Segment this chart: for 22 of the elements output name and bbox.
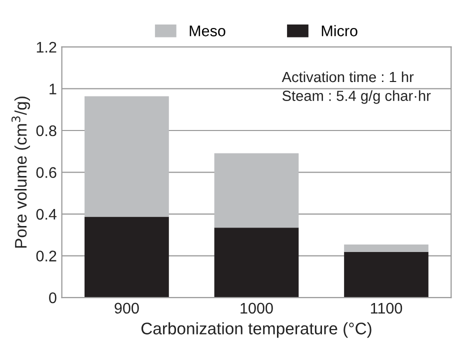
x-axis-title: Carbonization temperature (°C) [141, 322, 372, 338]
x-tick-label: 900 [114, 302, 139, 314]
annotation: Activation time : 1 hr [282, 71, 414, 82]
bar [344, 244, 428, 252]
legend-label: Micro [322, 25, 358, 36]
bar [84, 216, 169, 298]
y-tick-label: 1 [50, 84, 56, 94]
x-tick-label: 1000 [240, 302, 273, 314]
bar [344, 252, 428, 298]
y-tick-label: 0.2 [36, 250, 56, 262]
legend-label: Meso [190, 26, 226, 36]
x-tick-label: 1100 [370, 302, 402, 314]
bar [214, 228, 299, 298]
y-tick-label: 0.8 [36, 125, 56, 136]
bar [214, 153, 299, 228]
y-tick-label: 0.4 [36, 208, 57, 220]
y-tick-label: 0 [49, 292, 56, 304]
y-tick-label: 0.6 [36, 167, 56, 178]
annotation: Steam : 5.4 g/g char·hr [282, 90, 431, 104]
y-axis-title: Pore volume (cm$^{3}$/g) [12, 96, 30, 248]
y-tick-label: 1.2 [36, 42, 56, 53]
bar [84, 96, 169, 217]
